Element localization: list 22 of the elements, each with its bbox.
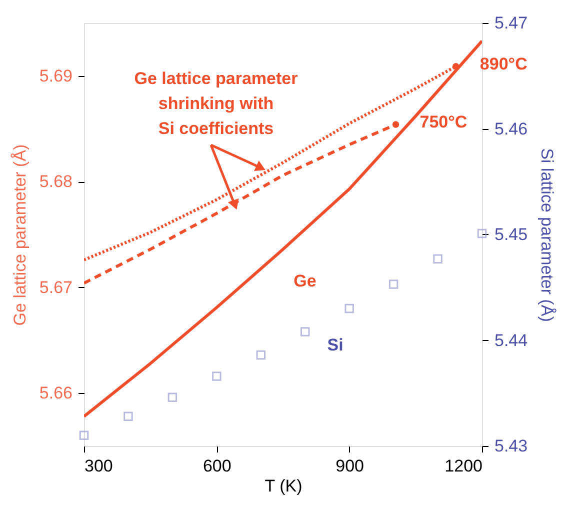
y2-tick-label: 5.43 — [494, 436, 528, 456]
x-axis-title: T (K) — [264, 476, 302, 496]
y-tick-label: 5.68 — [39, 172, 72, 192]
x-tick-label: 300 — [84, 456, 113, 476]
series-label: Si — [327, 336, 344, 355]
annotation: Ge lattice parameter shrinking with Si coefficients — [134, 69, 298, 138]
x-tick-label: 600 — [202, 456, 232, 476]
y-tick-label: 5.69 — [39, 66, 72, 86]
y2-tick-label: 5.47 — [494, 14, 528, 32]
x-tick-label: 1200 — [444, 456, 482, 476]
y2-tick-label: 5.45 — [494, 225, 528, 244]
y-tick-label: 5.66 — [39, 384, 72, 403]
y-axis-title: Ge lattice parameter (Å) — [10, 144, 30, 326]
y-tick-label: 5.67 — [39, 278, 72, 297]
x-tick-label: 900 — [336, 456, 364, 476]
series-label: Ge — [294, 271, 316, 290]
y2-tick-label: 5.46 — [494, 119, 528, 138]
line-series — [84, 39, 482, 418]
y2-axis-title: Si lattice parameter (Å) — [538, 148, 557, 322]
y2-tick-label: 5.44 — [494, 330, 528, 350]
annotation: 890°C — [480, 54, 528, 74]
annotation: 750°C — [420, 112, 468, 132]
